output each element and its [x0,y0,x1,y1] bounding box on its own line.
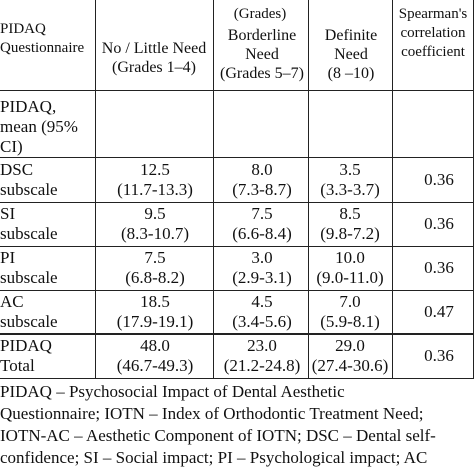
header-definite: Definite [324,27,378,44]
grades-label: (Grades) [233,6,287,22]
row-rule [0,290,474,291]
header-rule [0,90,474,91]
mean-label-line3: CI) [0,137,23,156]
row-label-sub: Total [0,356,35,375]
column-rule [213,0,214,378]
header-no-little-need: No / Little Need [101,40,207,57]
footnote-line: IOTN-AC – Aesthetic Component of IOTN; D… [0,426,436,445]
cell-rho: 0.36 [424,346,454,365]
cell-ci: (7.3-8.7) [232,180,292,199]
mean-label-line1: PIDAQ, [0,97,57,116]
cell-mean: 18.5 [140,292,170,311]
header-grades-1-4: (Grades 1–4) [112,59,196,76]
cell-rho: 0.36 [424,170,454,189]
row-label: SI [0,204,16,223]
cell-mean: 10.0 [335,248,365,267]
cell-ci: (6.6-8.4) [232,224,292,243]
cell-mean: 3.0 [251,248,273,267]
cell-ci: (27.4-30.6) [311,356,389,375]
footnote-line: confidence; SI – Social impact; PI – Psy… [0,448,428,467]
footnote-line: PIDAQ – Psychosocial Impact of Dental Ae… [0,382,345,401]
cell-rho: 0.36 [424,258,454,277]
cell-ci: (9.8-7.2) [320,224,380,243]
header-need-definite: Need [334,46,368,63]
cell-mean: 8.5 [339,204,361,223]
row-rule [0,157,474,158]
cell-mean: 29.0 [335,336,365,355]
footnote-line: Questionnaire; IOTN – Index of Orthodont… [0,404,424,423]
total-rule [0,333,474,335]
header-coefficient: coefficient [401,44,465,60]
row-rule [0,202,474,203]
cell-mean: 9.5 [144,204,166,223]
header-spearmans: Spearman's [398,6,468,22]
cell-rho: 0.36 [424,214,454,233]
cell-ci: (11.7-13.3) [117,180,193,199]
cell-mean: 7.5 [144,248,166,267]
row-label-sub: subscale [0,180,58,199]
cell-ci: (6.8-8.2) [125,268,185,287]
column-rule [308,0,309,378]
cell-ci: (9.0-11.0) [316,268,384,287]
cell-mean: 7.5 [251,204,273,223]
header-correlation: correlation [400,25,466,41]
header-pidaq: PIDAQ [0,21,46,37]
row-label: PI [0,248,16,267]
header-need-borderline: Need [245,46,279,63]
header-grades-8-10: (8 –10) [327,65,375,82]
cell-mean: 7.0 [339,292,361,311]
table-bottom-rule [0,378,474,379]
row-label-sub: subscale [0,312,58,331]
row-label: AC [0,292,24,311]
cell-ci: (3.3-3.7) [320,180,380,199]
mean-label-line2: mean (95% [0,117,78,136]
cell-ci: (17.9-19.1) [116,312,194,331]
cell-ci: (3.4-5.6) [232,312,292,331]
column-rule [95,0,96,378]
row-label-sub: subscale [0,224,58,243]
cell-rho: 0.47 [424,302,454,321]
header-questionnaire: Questionnaire [0,40,85,56]
header-grades-5-7: (Grades 5–7) [220,65,304,82]
cell-mean: 3.5 [339,160,361,179]
header-borderline: Borderline [227,27,297,44]
row-label: PIDAQ [0,336,52,355]
cell-ci: (46.7-49.3) [116,356,194,375]
row-rule [0,246,474,247]
row-label: DSC [0,160,34,179]
row-label-sub: subscale [0,268,58,287]
cell-mean: 4.5 [251,292,273,311]
cell-ci: (8.3-10.7) [121,224,189,243]
cell-mean: 8.0 [251,160,273,179]
cell-ci: (21.2-24.8) [223,356,301,375]
cell-ci: (2.9-3.1) [232,268,292,287]
cell-mean: 23.0 [247,336,277,355]
cell-mean: 48.0 [140,336,170,355]
column-rule [392,0,393,378]
cell-ci: (5.9-8.1) [320,312,380,331]
cell-mean: 12.5 [140,160,170,179]
